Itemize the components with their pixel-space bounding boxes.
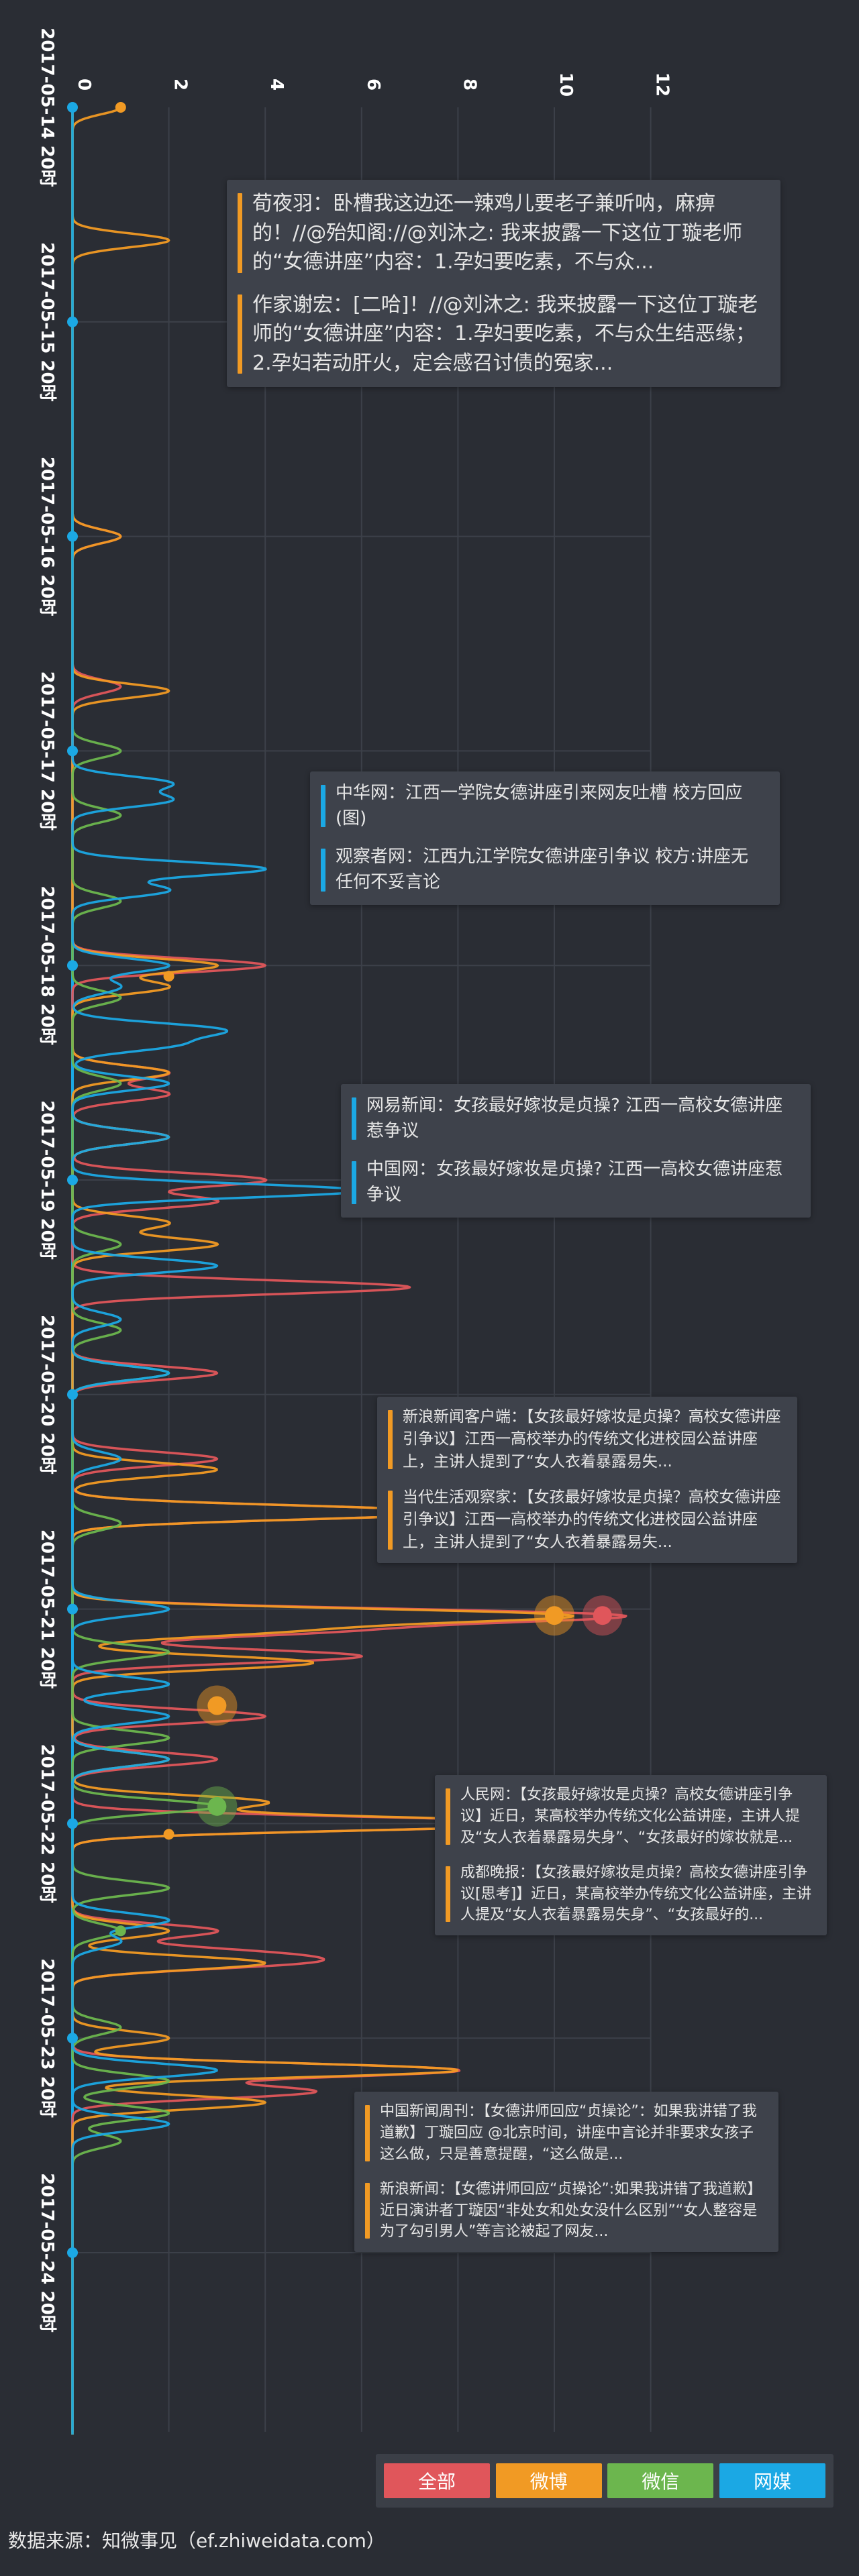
annotation-item: 中国新闻周刊：【女德讲师回应“贞操论”：如果我讲错了我道歉】丁璇回应 @北京时间… <box>365 2101 764 2165</box>
annotation-color-bar <box>446 1866 450 1923</box>
value-tick-label: 4 <box>266 78 287 91</box>
data-source: 数据来源：知微事见（ef.zhiweidata.com） <box>8 2530 385 2552</box>
annotation-text: 网易新闻：女孩最好嫁妆是贞操? 江西一高校女德讲座惹争议 <box>366 1095 783 1141</box>
event-marker[interactable] <box>207 1696 227 1715</box>
date-label: 2017-05-14 20时 <box>37 28 57 187</box>
value-tick-label: 2 <box>170 78 191 91</box>
annotation-item: 新浪新闻客户端：【女孩最好嫁妆是贞操？高校女德讲座引争议】江西一高校举办的传统文… <box>388 1406 782 1473</box>
value-tick-label: 10 <box>556 72 576 97</box>
annotation-text: 成都晚报：【女孩最好嫁妆是贞操？高校女德讲座引争议[思考]】近日，某高校举办传统… <box>460 1864 812 1924</box>
annotation-box-3: 网易新闻：女孩最好嫁妆是贞操? 江西一高校女德讲座惹争议 中国网：女孩最好嫁妆是… <box>341 1084 811 1218</box>
annotation-item: 网易新闻：女孩最好嫁妆是贞操? 江西一高校女德讲座惹争议 <box>352 1093 796 1144</box>
date-label: 2017-05-21 20时 <box>37 1529 57 1689</box>
annotation-color-bar <box>365 2105 370 2161</box>
axis-day-dot <box>67 960 78 971</box>
annotation-color-bar <box>388 1410 393 1470</box>
annotation-box-2: 中华网：江西一学院女德讲座引来网友吐槽 校方回应(图) 观察者网：江西九江学院女… <box>310 771 780 905</box>
date-label: 2017-05-15 20时 <box>37 242 57 402</box>
date-label: 2017-05-22 20时 <box>37 1744 57 1904</box>
legend-item-web-media[interactable]: 网媒 <box>719 2463 825 2498</box>
annotation-color-bar <box>365 2182 370 2239</box>
date-label: 2017-05-16 20时 <box>37 457 57 616</box>
annotation-color-bar <box>321 849 325 892</box>
series-lines <box>71 107 627 2435</box>
annotation-color-bar <box>321 785 325 828</box>
event-marker[interactable] <box>163 1829 174 1840</box>
annotation-box-6: 中国新闻周刊：【女德讲师回应“贞操论”：如果我讲错了我道歉】丁璇回应 @北京时间… <box>354 2092 778 2253</box>
annotation-item: 新浪新闻：【女德讲师回应“贞操论”:如果我讲错了我道歉】近日演讲者丁璇因“非处女… <box>365 2179 764 2243</box>
annotation-item: 荀夜羽：卧槽我这边还一辣鸡儿要老子兼听呐，麻痹的！//@殆知阁://@刘沐之: … <box>238 189 766 277</box>
axis-day-dot <box>67 1603 78 1615</box>
axis-day-dot <box>67 1389 78 1400</box>
annotation-box-4: 新浪新闻客户端：【女孩最好嫁妆是贞操？高校女德讲座引争议】江西一高校举办的传统文… <box>377 1397 797 1564</box>
annotation-color-bar <box>352 1161 356 1204</box>
annotation-item: 观察者网：江西九江学院女德讲座引争议 校方:讲座无任何不妥言论 <box>321 845 765 895</box>
annotation-box-5: 人民网：【女孩最好嫁妆是贞操？高校女德讲座引争议】近日，某高校举办传统文化公益讲… <box>435 1775 827 1936</box>
value-tick-label: 12 <box>652 72 672 97</box>
event-marker[interactable] <box>545 1606 564 1625</box>
axis-day-dot <box>67 1175 78 1185</box>
annotation-box-1: 荀夜羽：卧槽我这边还一辣鸡儿要老子兼听呐，麻痹的！//@殆知阁://@刘沐之: … <box>227 180 780 387</box>
value-tick-label: 6 <box>363 78 383 91</box>
event-marker[interactable] <box>163 971 174 982</box>
annotation-color-bar <box>238 193 242 273</box>
annotation-text: 当代生活观察家：【女孩最好嫁妆是贞操？高校女德讲座引争议】江西一高校举办的传统文… <box>403 1489 781 1551</box>
annotation-text: 新浪新闻：【女德讲师回应“贞操论”:如果我讲错了我道歉】近日演讲者丁璇因“非处女… <box>380 2180 762 2241</box>
axis-day-dot <box>67 2247 78 2258</box>
axis-day-dot <box>67 2033 78 2044</box>
legend-item-weibo[interactable]: 微博 <box>495 2463 602 2498</box>
annotation-color-bar <box>352 1097 356 1140</box>
annotation-item: 中国网：女孩最好嫁妆是贞操? 江西一高校女德讲座惹争议 <box>352 1157 796 1208</box>
event-marker[interactable] <box>115 102 126 113</box>
axis-day-dot <box>67 1818 78 1829</box>
axis-day-dot <box>67 745 78 757</box>
date-label: 2017-05-17 20时 <box>37 672 57 831</box>
annotation-color-bar <box>238 294 242 374</box>
value-tick-label: 0 <box>74 78 94 91</box>
axis-day-dot <box>67 531 78 542</box>
annotation-text: 作家谢宏：[二哈]！//@刘沐之: 我来披露一下这位丁璇老师的“女德讲座”内容：… <box>252 292 758 375</box>
value-axis: 0 2 4 6 8 10 12 <box>74 72 672 97</box>
time-axis: 2017-05-14 20时 2017-05-15 20时 2017-05-16 2… <box>37 28 57 2332</box>
date-label: 2017-05-20 20时 <box>37 1315 57 1474</box>
annotation-text: 中国网：女孩最好嫁妆是贞操? 江西一高校女德讲座惹争议 <box>366 1159 783 1205</box>
series-line <box>71 107 362 2435</box>
annotation-text: 中国新闻周刊：【女德讲师回应“贞操论”：如果我讲错了我道歉】丁璇回应 @北京时间… <box>380 2103 757 2163</box>
annotation-text: 观察者网：江西九江学院女德讲座引争议 校方:讲座无任何不妥言论 <box>336 847 749 893</box>
annotation-color-bar <box>388 1491 393 1550</box>
legend-item-all[interactable]: 全部 <box>384 2463 490 2498</box>
annotation-item: 成都晚报：【女孩最好嫁妆是贞操？高校女德讲座引争议[思考]】近日，某高校举办传统… <box>446 1862 812 1927</box>
annotation-text: 荀夜羽：卧槽我这边还一辣鸡儿要老子兼听呐，麻痹的！//@殆知阁://@刘沐之: … <box>252 192 743 274</box>
annotation-item: 中华网：江西一学院女德讲座引来网友吐槽 校方回应(图) <box>321 781 765 831</box>
event-marker[interactable] <box>593 1606 612 1625</box>
annotation-color-bar <box>446 1788 450 1845</box>
date-label: 2017-05-24 20时 <box>37 2173 57 2332</box>
event-marker[interactable] <box>115 1925 126 1937</box>
annotation-item: 人民网：【女孩最好嫁妆是贞操？高校女德讲座引争议】近日，某高校举办传统文化公益讲… <box>446 1784 812 1849</box>
annotation-item: 作家谢宏：[二哈]！//@刘沐之: 我来披露一下这位丁璇老师的“女德讲座”内容：… <box>238 290 766 378</box>
annotation-text: 中华网：江西一学院女德讲座引来网友吐槽 校方回应(图) <box>336 783 743 828</box>
date-label: 2017-05-19 20时 <box>37 1100 57 1260</box>
axis-day-dot <box>67 102 78 113</box>
value-tick-label: 8 <box>459 78 479 91</box>
annotation-item: 当代生活观察家：【女孩最好嫁妆是贞操？高校女德讲座引争议】江西一高校举办的传统文… <box>388 1487 782 1554</box>
annotation-text: 人民网：【女孩最好嫁妆是贞操？高校女德讲座引争议】近日，某高校举办传统文化公益讲… <box>460 1786 801 1846</box>
axis-day-dot <box>67 316 78 327</box>
annotation-text: 新浪新闻客户端：【女孩最好嫁妆是贞操？高校女德讲座引争议】江西一高校举办的传统文… <box>403 1408 781 1470</box>
date-label: 2017-05-23 20时 <box>37 1958 57 2118</box>
event-marker[interactable] <box>207 1796 227 1816</box>
date-label: 2017-05-18 20时 <box>37 885 57 1045</box>
legend-item-weixin[interactable]: 微信 <box>607 2463 714 2498</box>
legend: 全部 微博 微信 网媒 <box>376 2454 833 2508</box>
